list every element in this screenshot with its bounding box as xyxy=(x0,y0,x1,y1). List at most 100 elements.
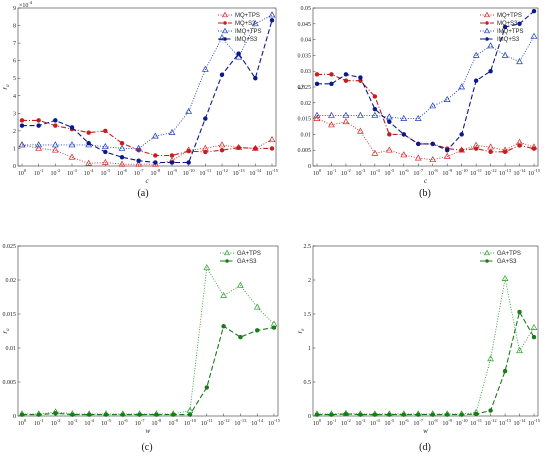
data-point xyxy=(36,412,42,417)
x-tick-label: 10-8 xyxy=(152,418,162,427)
x-tick-label: 10-11 xyxy=(470,418,482,427)
y-tick-label: 2 xyxy=(308,278,311,284)
data-point xyxy=(328,121,335,128)
y-tick-label: 0.03 xyxy=(301,69,312,75)
data-point xyxy=(86,140,91,146)
data-point xyxy=(53,411,58,416)
data-point xyxy=(314,412,320,417)
plot-frame xyxy=(17,245,279,417)
chart-panel-3: 0 0.005 0.01 0.015 0.02 0.025 100 10-1 10-2 10-3 1… xyxy=(1,244,281,453)
x-tick-label: 10-1 xyxy=(34,168,44,177)
series-line xyxy=(22,119,272,157)
data-point xyxy=(236,51,241,56)
series-line xyxy=(22,266,275,415)
data-point xyxy=(19,118,25,123)
panel-caption: (d) xyxy=(419,442,431,453)
x-tick-label: 10-4 xyxy=(370,168,380,177)
y-tick-label: 8 xyxy=(13,24,16,30)
legend-label: GA+S3 xyxy=(497,259,517,265)
x-tick-label: 10-11 xyxy=(201,418,213,427)
series-ga-tps xyxy=(313,274,538,417)
data-point xyxy=(268,11,276,18)
data-point xyxy=(328,111,335,118)
x-tick-label: 10-13 xyxy=(499,418,512,427)
x-tick-label: 10-15 xyxy=(266,168,279,177)
data-point xyxy=(401,132,407,137)
y-tick-label: 7 xyxy=(13,41,16,47)
y-tick-label: 1 xyxy=(13,146,16,152)
series-line xyxy=(317,278,535,415)
legend-label: MQ+TPS xyxy=(497,13,522,19)
data-point xyxy=(204,385,210,390)
data-point xyxy=(444,412,450,417)
legend-marker xyxy=(223,249,231,256)
data-point xyxy=(329,72,334,77)
series-line xyxy=(317,73,535,153)
series-imq-s3 xyxy=(314,8,537,153)
data-point xyxy=(119,154,125,160)
legend-label: IMQ+S3 xyxy=(497,37,520,43)
x-tick-label: 10-9 xyxy=(168,418,178,427)
x-tick-label: 10-3 xyxy=(356,418,366,427)
series-mq-s3 xyxy=(19,118,275,158)
data-point xyxy=(443,152,451,159)
series-imq-tps xyxy=(18,11,276,151)
data-point xyxy=(401,412,407,417)
data-point xyxy=(86,130,91,135)
data-point xyxy=(120,412,126,417)
data-point xyxy=(68,153,76,160)
data-point xyxy=(459,147,464,153)
x-tick-label: 10-2 xyxy=(341,418,351,427)
data-point xyxy=(36,123,41,128)
data-point xyxy=(236,145,241,150)
data-point xyxy=(385,146,393,153)
data-point xyxy=(51,141,59,148)
data-point xyxy=(531,146,537,151)
x-tick-label: 10-8 xyxy=(428,418,438,427)
data-point xyxy=(53,118,58,123)
y-tick-label: 2 xyxy=(13,129,16,135)
data-point xyxy=(220,291,227,298)
data-point xyxy=(218,141,226,148)
data-point xyxy=(238,334,243,340)
data-point xyxy=(487,143,494,150)
plot-frame xyxy=(312,245,539,417)
data-point xyxy=(343,411,349,417)
data-point xyxy=(70,412,75,417)
data-point xyxy=(314,72,320,77)
x-tick-label: 10-8 xyxy=(428,168,438,177)
data-point xyxy=(135,144,143,151)
legend-label: IMQ+TPS xyxy=(497,29,524,35)
data-point xyxy=(517,21,522,27)
x-tick-label: 10-5 xyxy=(101,418,111,427)
data-point xyxy=(531,8,537,14)
data-point xyxy=(268,135,276,143)
data-point xyxy=(358,75,363,80)
data-point xyxy=(103,149,108,155)
data-point xyxy=(530,32,538,39)
x-tick-label: 10-8 xyxy=(150,168,160,177)
data-point xyxy=(502,368,508,374)
legend-marker xyxy=(221,27,229,34)
x-tick-label: 10-12 xyxy=(218,418,230,427)
data-point xyxy=(342,111,350,118)
panel-caption: (c) xyxy=(141,442,152,453)
x-tick-label: 10-12 xyxy=(485,168,497,177)
data-point xyxy=(187,412,193,417)
x-axis-label: c xyxy=(145,177,149,185)
y-axis-label: re xyxy=(296,84,306,90)
chart-panel-4: 0 0.5 1 1.5 2 2.5 100 10-1 10-2 10-3 10-4 10-5 10-6 1… xyxy=(296,244,541,453)
x-tick-label: 10-6 xyxy=(399,418,409,427)
data-point xyxy=(118,160,126,167)
data-point xyxy=(488,408,493,413)
data-point xyxy=(18,141,26,148)
y-tick-label: 0.035 xyxy=(298,53,312,59)
data-point xyxy=(400,151,408,158)
data-point xyxy=(343,72,349,77)
series-imq-tps xyxy=(313,32,538,121)
x-tick-label: 10-2 xyxy=(51,418,61,427)
data-point xyxy=(372,412,378,417)
data-point xyxy=(36,118,41,123)
x-tick-label: 100 xyxy=(313,418,322,427)
x-tick-label: 10-14 xyxy=(251,418,264,427)
